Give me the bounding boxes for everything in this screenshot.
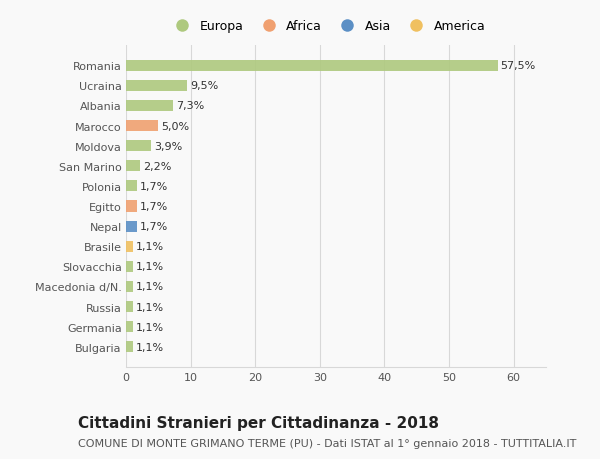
Bar xyxy=(126,241,133,252)
Text: 5,0%: 5,0% xyxy=(161,121,189,131)
Bar xyxy=(126,261,133,272)
Bar xyxy=(126,341,133,353)
Bar xyxy=(126,181,137,192)
Text: 2,2%: 2,2% xyxy=(143,162,171,171)
Bar xyxy=(126,281,133,292)
Text: 1,1%: 1,1% xyxy=(136,342,164,352)
Text: 1,1%: 1,1% xyxy=(136,262,164,272)
Text: 3,9%: 3,9% xyxy=(154,141,182,151)
Bar xyxy=(126,221,137,232)
Bar xyxy=(126,101,173,112)
Bar xyxy=(126,302,133,313)
Bar xyxy=(126,121,158,132)
Text: 1,7%: 1,7% xyxy=(140,222,168,232)
Bar xyxy=(126,201,137,212)
Text: 1,1%: 1,1% xyxy=(136,282,164,292)
Bar xyxy=(126,81,187,92)
Text: 1,7%: 1,7% xyxy=(140,181,168,191)
Bar xyxy=(126,61,497,72)
Text: Cittadini Stranieri per Cittadinanza - 2018: Cittadini Stranieri per Cittadinanza - 2… xyxy=(78,415,439,431)
Bar xyxy=(126,321,133,332)
Legend: Europa, Africa, Asia, America: Europa, Africa, Asia, America xyxy=(170,20,485,33)
Bar xyxy=(126,161,140,172)
Text: 7,3%: 7,3% xyxy=(176,101,204,111)
Text: 9,5%: 9,5% xyxy=(190,81,218,91)
Bar xyxy=(126,141,151,152)
Text: 1,1%: 1,1% xyxy=(136,302,164,312)
Text: COMUNE DI MONTE GRIMANO TERME (PU) - Dati ISTAT al 1° gennaio 2018 - TUTTITALIA.: COMUNE DI MONTE GRIMANO TERME (PU) - Dat… xyxy=(78,438,577,448)
Text: 1,1%: 1,1% xyxy=(136,242,164,252)
Text: 1,1%: 1,1% xyxy=(136,322,164,332)
Text: 57,5%: 57,5% xyxy=(500,61,535,71)
Text: 1,7%: 1,7% xyxy=(140,202,168,212)
